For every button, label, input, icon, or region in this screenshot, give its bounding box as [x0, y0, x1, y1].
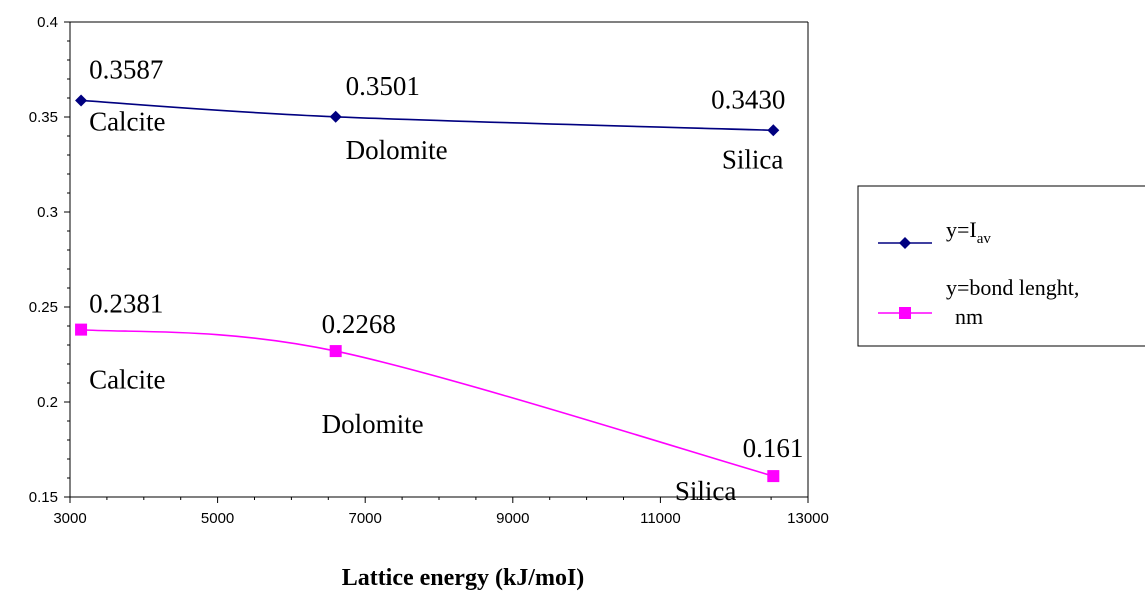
series-1-point	[75, 94, 88, 107]
data-point-name-label: Dolomite	[346, 135, 448, 165]
series-2-point	[75, 323, 88, 336]
legend-item-series-1: y=Iav	[878, 217, 991, 249]
legend-diamond-icon	[899, 237, 911, 249]
series-1-point	[329, 110, 342, 123]
legend: y=Iav y=bond lenght, nm	[857, 185, 1145, 347]
x-tick-label: 3000	[53, 510, 86, 527]
legend-box	[857, 185, 1145, 347]
series-2-line	[81, 328, 774, 477]
x-tick-label: 9000	[496, 510, 529, 527]
y-tick-label: 0.3	[37, 204, 58, 221]
legend-square-icon	[899, 307, 911, 319]
legend-label-series-2-line1: y=bond lenght,	[946, 275, 1079, 300]
legend-item-series-2: y=bond lenght, nm	[878, 275, 1079, 329]
data-value-label: 0.161	[743, 433, 804, 463]
y-tick-label: 0.4	[37, 14, 58, 31]
data-value-label: 0.3501	[346, 71, 420, 101]
data-value-label: 0.2381	[89, 289, 163, 319]
data-point-name-label: Silica	[722, 144, 784, 174]
x-axis-ticks: 3000 5000 7000 9000 11000 13000	[53, 497, 829, 527]
x-tick-label: 11000	[640, 510, 681, 527]
x-tick-label: 5000	[201, 510, 234, 527]
y-tick-label: 0.15	[29, 489, 58, 506]
data-point-name-label: Silica	[675, 476, 737, 506]
series-1-line	[81, 99, 774, 132]
data-value-label: 0.3430	[711, 84, 785, 114]
series-layer: 0.3587Calcite0.3501Dolomite0.3430Silica0…	[75, 54, 803, 506]
x-axis-title: Lattice energy (kJ/moI)	[342, 565, 585, 591]
data-point-name-label: Calcite	[89, 365, 165, 395]
y-axis-ticks: 0.15 0.2 0.25 0.3 0.35 0.4	[29, 14, 70, 506]
x-tick-label: 13000	[787, 510, 829, 527]
data-value-label: 0.2268	[322, 309, 396, 339]
series-2-point	[767, 470, 780, 483]
y-tick-label: 0.25	[29, 299, 58, 316]
data-point-name-label: Calcite	[89, 106, 165, 136]
legend-label-series-1: y=Iav	[946, 217, 991, 247]
series-1-point	[767, 124, 780, 137]
y-tick-label: 0.2	[37, 394, 58, 411]
y-tick-label: 0.35	[29, 109, 58, 126]
legend-label-series-2-line2: nm	[955, 304, 983, 329]
x-tick-label: 7000	[349, 510, 382, 527]
data-point-name-label: Dolomite	[322, 409, 424, 439]
data-value-label: 0.3587	[89, 54, 163, 84]
series-2-point	[329, 345, 342, 358]
